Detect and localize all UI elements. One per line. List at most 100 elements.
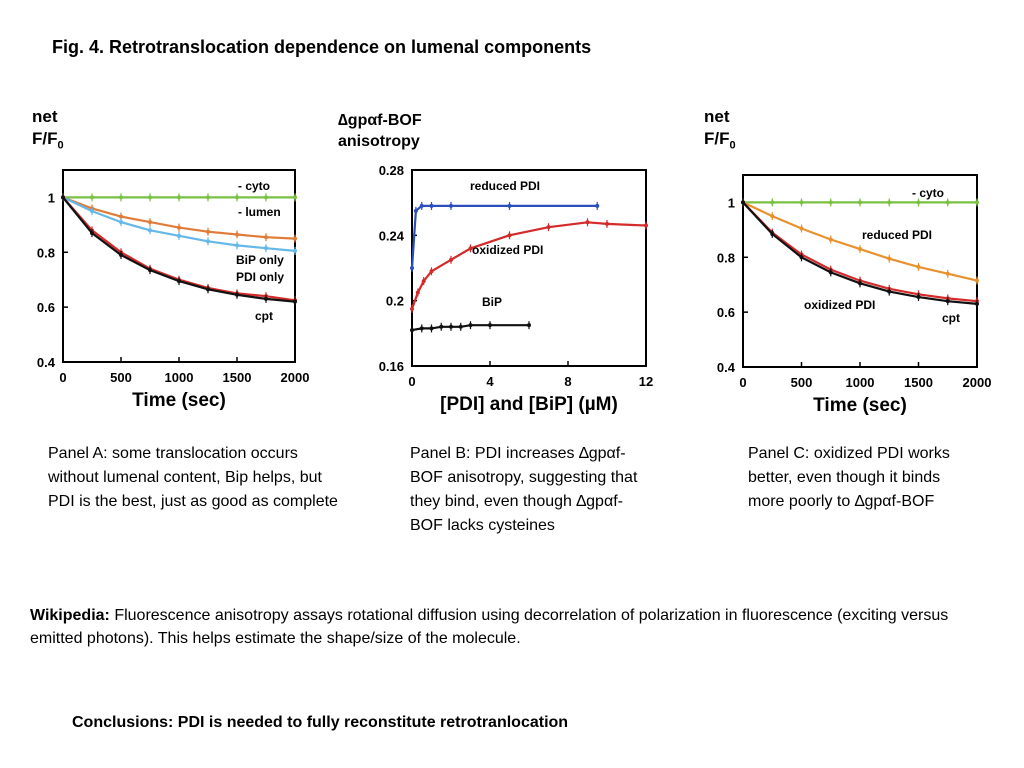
- series-label: PDI only: [236, 270, 284, 284]
- data-point: [90, 209, 94, 214]
- data-point: [119, 253, 123, 258]
- panel-a-ylabel-line2: F/F: [32, 129, 58, 148]
- figure-title: Fig. 4. Retrotranslocation dependence on…: [52, 37, 592, 57]
- data-point: [177, 233, 181, 238]
- data-point: [449, 203, 453, 208]
- data-point: [887, 200, 892, 205]
- panel-b-ylabel-line2: anisotropy: [338, 133, 420, 150]
- data-point: [429, 326, 434, 331]
- x-tick-label: 500: [791, 375, 813, 390]
- y-tick-label: 0.2: [386, 294, 404, 309]
- wikipedia-note: Wikipedia: Fluorescence anisotropy assay…: [30, 604, 990, 650]
- panel-b-caption: Panel B: PDI increases ∆gpαf-BOF anisotr…: [410, 445, 638, 534]
- x-axis-label: Time (sec): [132, 390, 226, 411]
- chart-panel-b: 0.16 0.2 0.24 0.28 0 4 8 12 [PDI] and [BiP] (µM)…: [379, 163, 654, 415]
- data-point: [148, 220, 152, 225]
- wikipedia-text: Fluorescence anisotropy assays rotationa…: [30, 607, 949, 647]
- data-point: [119, 195, 123, 200]
- data-point: [916, 200, 921, 205]
- x-tick-label: 4: [486, 374, 494, 389]
- data-point: [975, 301, 979, 306]
- data-point: [449, 324, 453, 329]
- panel-a-ylabel-line1: net: [32, 107, 58, 126]
- data-point: [419, 203, 424, 208]
- series-line: [410, 221, 647, 310]
- data-point: [916, 295, 921, 300]
- chart-panel-a: 0.4 0.6 0.8 1 0 500 1000 1500 2000 Time (sec) - cy…: [37, 169, 309, 411]
- data-point: [235, 243, 239, 248]
- data-point: [206, 287, 210, 292]
- series-label: cpt: [942, 311, 960, 325]
- x-axis-label: [PDI] and [BiP] (µM): [440, 394, 618, 415]
- y-tick-label: 0.4: [717, 360, 736, 375]
- data-point: [945, 200, 950, 205]
- y-tick-label: 0.8: [37, 245, 55, 260]
- series-label: reduced PDI: [470, 179, 540, 193]
- y-tick-label: 0.6: [37, 300, 55, 315]
- x-tick-label: 1500: [223, 370, 252, 385]
- data-point: [90, 231, 94, 236]
- data-point: [799, 200, 804, 205]
- series-label: BiP only: [236, 253, 284, 267]
- series-label: reduced PDI: [862, 228, 932, 242]
- data-point: [887, 256, 892, 261]
- x-axis-label: Time (sec): [813, 395, 907, 416]
- data-point: [468, 246, 473, 251]
- y-tick-label: 0.6: [717, 305, 735, 320]
- data-point: [605, 221, 609, 226]
- chart-panel-c: 0.4 0.6 0.8 1 0 500 1000 1500 2000 Time (sec) - cy…: [717, 174, 991, 416]
- data-point: [177, 195, 181, 200]
- series-label: - cyto: [912, 186, 944, 200]
- x-tick-label: 12: [639, 374, 653, 389]
- data-point: [293, 195, 297, 200]
- x-tick-label: 1000: [846, 375, 875, 390]
- data-point: [206, 229, 210, 234]
- data-point: [916, 264, 921, 269]
- data-point: [799, 226, 804, 231]
- data-point: [858, 281, 862, 286]
- data-point: [235, 232, 239, 237]
- panel-c-ylabel-line1: net: [704, 107, 730, 126]
- data-point: [419, 326, 424, 331]
- data-point: [264, 195, 268, 200]
- data-point: [177, 225, 181, 230]
- series-label: oxidized PDI: [804, 298, 875, 312]
- panel-c-ylabel-line2: F/F: [704, 129, 730, 148]
- series-line: [742, 201, 978, 282]
- data-point: [887, 289, 892, 294]
- panel-c-ylabel-sub: 0: [729, 139, 736, 152]
- data-point: [61, 195, 65, 200]
- panel-b-ylabel: ∆gpαf-BOF anisotropy: [338, 110, 422, 152]
- data-point: [458, 324, 463, 329]
- series-label: cpt: [255, 309, 273, 323]
- data-point: [585, 220, 590, 225]
- x-tick-label: 1000: [165, 370, 194, 385]
- panel-c-ylabel: net F/F0: [704, 106, 736, 156]
- data-point: [828, 200, 833, 205]
- y-tick-label: 0.24: [379, 228, 405, 243]
- y-tick-label: 0.4: [37, 355, 56, 370]
- data-point: [644, 223, 648, 228]
- data-point: [975, 200, 979, 205]
- data-point: [468, 323, 473, 328]
- data-point: [293, 299, 297, 304]
- data-point: [148, 228, 152, 233]
- panel-b-ylabel-line1: ∆gpαf-BOF: [338, 112, 422, 129]
- data-point: [413, 208, 418, 213]
- data-point: [410, 306, 414, 311]
- data-point: [264, 235, 268, 240]
- data-point: [799, 255, 804, 260]
- x-tick-label: 0: [408, 374, 415, 389]
- x-tick-label: 0: [739, 375, 746, 390]
- data-point: [148, 195, 152, 200]
- data-point: [770, 231, 775, 236]
- data-point: [293, 236, 297, 241]
- series-label: - lumen: [238, 205, 281, 219]
- wikipedia-label: Wikipedia:: [30, 607, 110, 624]
- panel-c-caption: Panel C: oxidized PDI works better, even…: [748, 445, 950, 510]
- data-point: [119, 220, 123, 225]
- x-tick-label: 8: [564, 374, 571, 389]
- y-tick-label: 1: [728, 195, 735, 210]
- x-tick-label: 500: [110, 370, 132, 385]
- series-label: oxidized PDI: [472, 243, 543, 257]
